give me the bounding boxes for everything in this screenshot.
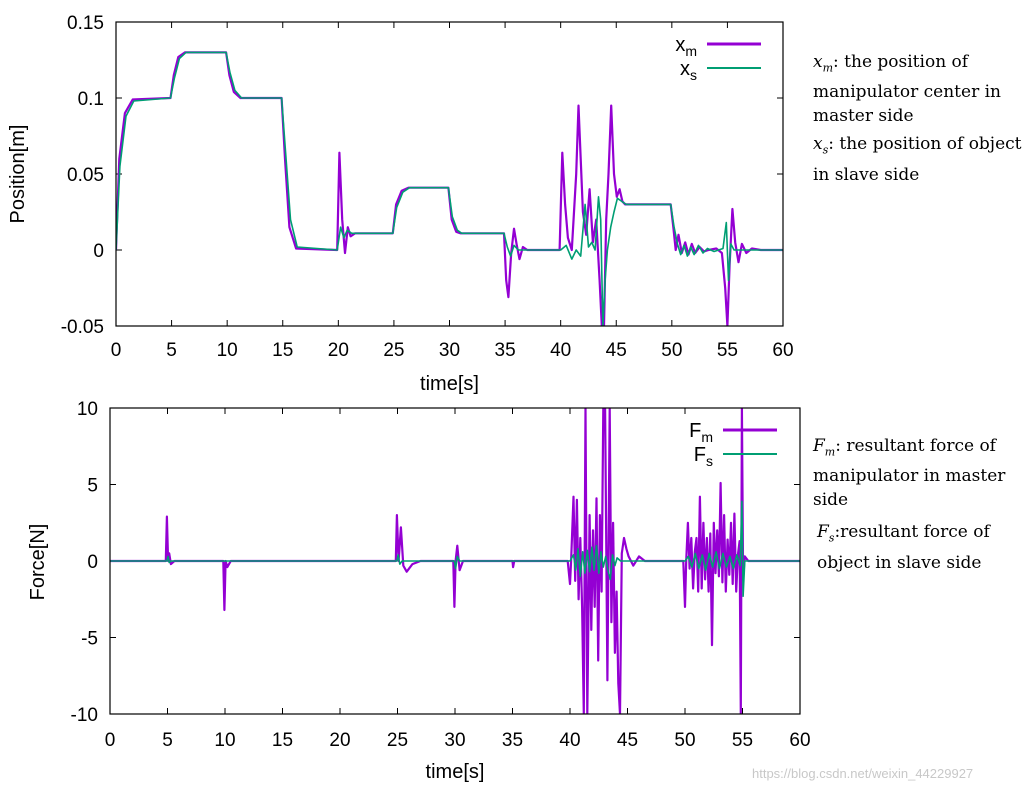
y-tick-label: 0.1 (78, 89, 104, 110)
legend-label: xs (680, 58, 697, 83)
legend-label: xm (675, 34, 697, 59)
x-tick-label: 55 (732, 730, 753, 751)
force-annotation: Fm: resultant force of manipulator in ma… (813, 436, 1006, 573)
x-tick-label: 45 (606, 340, 627, 361)
chart-force: 0 5 10 15 20 25 30 35 40 45 50 55 60 -10 -5 0 5 10 Force[N… (27, 399, 811, 783)
y-tick-label: -10 (71, 705, 98, 726)
y-axis-label: Force[N] (27, 524, 49, 601)
x-tick-label: 10 (217, 340, 238, 361)
series-line-x-m (116, 51, 783, 326)
x-tick-label: 50 (674, 730, 695, 751)
x-tick-label: 60 (789, 730, 810, 751)
plot-frame (109, 407, 801, 715)
x-tick-label: 40 (559, 730, 580, 751)
x-tick-label: 35 (502, 730, 523, 751)
plot-frame (115, 21, 784, 327)
x-tick-label: 5 (162, 730, 173, 751)
x-tick-label: 60 (772, 340, 793, 361)
y-tick-label: 0.05 (67, 165, 104, 186)
watermark-url: https://blog.csdn.net/weixin_44229927 (752, 766, 974, 781)
y-axis-label: Position[m] (7, 125, 29, 224)
x-tick-label: 25 (387, 730, 408, 751)
x-tick-label: 30 (439, 340, 460, 361)
x-tick-label: 5 (166, 340, 177, 361)
chart-position: 0 5 10 15 20 25 30 35 40 45 50 55 60 -0.05 0 0.05 0.1 0.1… (7, 13, 794, 395)
y-tick-label: 0 (87, 552, 98, 573)
x-tick-label: 45 (617, 730, 638, 751)
x-tick-label: 40 (550, 340, 571, 361)
legend-label: Fs (694, 444, 713, 469)
x-axis-label: time[s] (426, 761, 485, 783)
series-line-F-m (110, 408, 800, 714)
x-tick-label: 15 (272, 730, 293, 751)
x-tick-label: 30 (444, 730, 465, 751)
x-axis-label: time[s] (420, 373, 479, 395)
y-tick-label: 10 (77, 399, 98, 420)
x-tick-label: 35 (495, 340, 516, 361)
y-tick-label: 0.15 (67, 13, 104, 34)
x-tick-label: 55 (717, 340, 738, 361)
x-tick-label: 50 (661, 340, 682, 361)
x-tick-label: 10 (214, 730, 235, 751)
series-line-x-s (116, 51, 783, 326)
x-tick-label: 20 (328, 340, 349, 361)
x-tick-label: 0 (105, 730, 116, 751)
x-tick-label: 15 (272, 340, 293, 361)
x-tick-label: 0 (111, 340, 122, 361)
y-tick-label: -5 (81, 629, 98, 650)
y-tick-label: 5 (87, 476, 98, 497)
legend-label: Fm (689, 420, 713, 445)
series-line-F-s (110, 500, 800, 597)
y-tick-label: -0.05 (61, 317, 104, 338)
position-annotation: xm: the position of manipulator center i… (813, 52, 1022, 185)
y-tick-label: 0 (93, 241, 104, 262)
x-tick-label: 20 (329, 730, 350, 751)
x-tick-label: 25 (383, 340, 404, 361)
